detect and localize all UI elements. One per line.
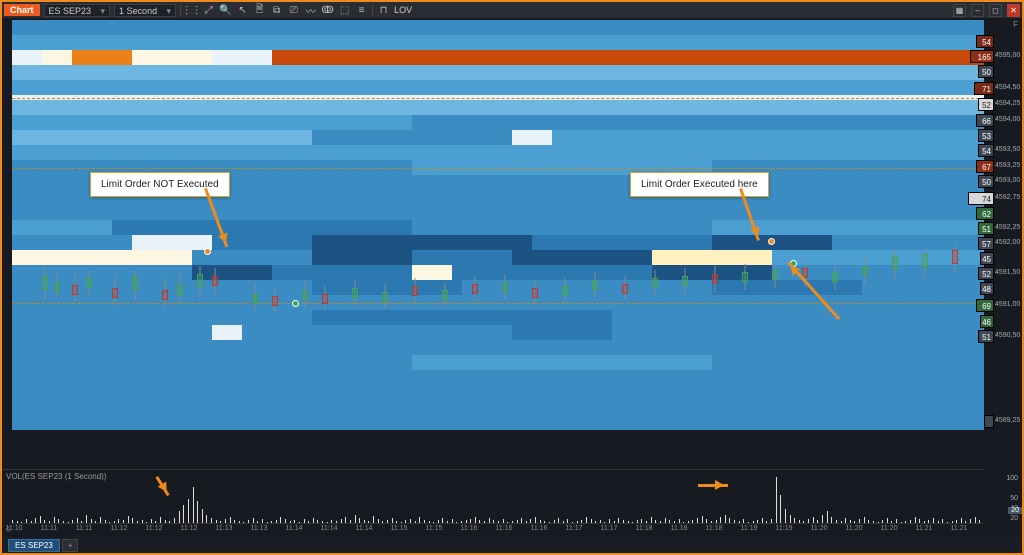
- time-tick: 11:13: [251, 525, 268, 532]
- time-tick: 11:12: [111, 525, 128, 532]
- indicator-icon[interactable]: ⬚: [338, 4, 351, 17]
- price-label: 4594,00: [994, 116, 1022, 123]
- time-tick: 11:15: [426, 525, 443, 532]
- zoom-icon[interactable]: ⤢: [202, 4, 215, 17]
- time-axis[interactable]: 11:1011:1111:1111:1211:1211:1211:1311:13…: [12, 523, 984, 535]
- instrument-select[interactable]: ES SEP23: [44, 4, 111, 17]
- grip-icon[interactable]: ⋮⋮: [185, 4, 198, 17]
- dom-cell: 50: [978, 65, 994, 78]
- dom-cell: 53: [978, 129, 994, 142]
- dom-cell: 62: [976, 207, 994, 220]
- volume-axis: 10050402020: [984, 469, 1022, 523]
- headphone-icon[interactable]: ⊓: [377, 4, 390, 17]
- search-icon[interactable]: 🔍: [219, 4, 232, 17]
- camera-icon[interactable]: ↂ: [321, 4, 334, 17]
- dom-cell: 74: [968, 192, 994, 205]
- time-tick: 11:18: [706, 525, 723, 532]
- interval-select[interactable]: 1 Second: [114, 4, 176, 17]
- settings-icon[interactable]: ⎚: [287, 4, 300, 17]
- dom-cell: 45: [980, 252, 994, 265]
- instrument-value: ES SEP23: [49, 6, 92, 16]
- axis-letter: F: [1013, 20, 1018, 29]
- time-tick: 11:18: [636, 525, 653, 532]
- time-tick: 11:20: [881, 525, 898, 532]
- toolbar: Chart ES SEP23 1 Second ⋮⋮ ⤢ 🔍 ↖ 🗎 ⧉ ⎚ 〰…: [2, 2, 1022, 18]
- cursor-icon[interactable]: ↖: [236, 4, 249, 17]
- price-label: 4593,50: [994, 146, 1022, 153]
- dom-cell: [984, 415, 994, 428]
- dom-cell: 66: [976, 114, 994, 127]
- dom-cell: 51: [978, 222, 994, 235]
- price-label: 4593,00: [994, 177, 1022, 184]
- dom-cell: 69: [976, 299, 994, 312]
- chart-tab[interactable]: ES SEP23: [8, 539, 60, 552]
- price-label: 4592,75: [994, 194, 1022, 201]
- time-tick: 11:16: [496, 525, 513, 532]
- dom-cell: 71: [974, 82, 994, 95]
- dom-cell: 46: [980, 315, 994, 328]
- time-tick: 11:14: [321, 525, 338, 532]
- dom-cell: 54: [978, 144, 994, 157]
- time-tick: 11:21: [916, 525, 933, 532]
- time-tick: 11:12: [146, 525, 163, 532]
- lov-label: LOV: [394, 5, 412, 15]
- time-tick: 11:18: [671, 525, 688, 532]
- dom-cell: 57: [978, 237, 994, 250]
- window-close-icon[interactable]: ✕: [1007, 4, 1020, 17]
- dom-cell: 165: [970, 50, 994, 63]
- list-icon[interactable]: ≡: [355, 4, 368, 17]
- price-label: 4592,00: [994, 239, 1022, 246]
- dom-cell: 54: [976, 35, 994, 48]
- bottom-tabs: ES SEP23 +: [2, 537, 1022, 553]
- callout: Limit Order Executed here: [630, 172, 769, 197]
- time-tick: 11:13: [216, 525, 233, 532]
- app-label: Chart: [4, 4, 40, 16]
- chart-area[interactable]: Limit Order NOT ExecutedLimit Order Exec…: [2, 20, 984, 488]
- time-tick: 11:19: [776, 525, 793, 532]
- window-min-icon[interactable]: –: [971, 4, 984, 17]
- wave-icon[interactable]: 〰: [304, 4, 317, 17]
- price-label: 4595,00: [994, 52, 1022, 59]
- dom-cell: 48: [980, 282, 994, 295]
- price-label: 4591,50: [994, 269, 1022, 276]
- time-tick: 11:16: [461, 525, 478, 532]
- time-tick: 11:12: [181, 525, 198, 532]
- price-label: 4592,25: [994, 224, 1022, 231]
- copy-icon[interactable]: ⧉: [270, 4, 283, 17]
- time-tick: 11:11: [76, 525, 92, 532]
- time-tick: 11:19: [741, 525, 758, 532]
- time-tick: 11:21: [951, 525, 968, 532]
- time-tick: 11:11: [41, 525, 57, 532]
- notes-icon[interactable]: 🗎: [253, 4, 266, 17]
- dom-cell: 50: [978, 175, 994, 188]
- add-tab-button[interactable]: +: [62, 539, 79, 552]
- time-tick: 11:17: [566, 525, 583, 532]
- time-tick: 11:20: [846, 525, 863, 532]
- price-label: 4591,00: [994, 301, 1022, 308]
- time-tick: 11:17: [601, 525, 618, 532]
- interval-value: 1 Second: [119, 6, 157, 16]
- price-label: 4594,25: [994, 100, 1022, 107]
- time-tick: 11:15: [391, 525, 408, 532]
- window-link-icon[interactable]: ▦: [953, 4, 966, 17]
- dom-cell: 67: [976, 160, 994, 173]
- time-tick: 11:14: [286, 525, 303, 532]
- dom-cell: 52: [978, 267, 994, 280]
- price-label: 4589,25: [994, 417, 1022, 424]
- dom-cell: 52: [978, 98, 994, 111]
- dom-cell: 51: [978, 330, 994, 343]
- price-label: 4590,50: [994, 332, 1022, 339]
- price-label: 4594,50: [994, 84, 1022, 91]
- time-tick: 11:20: [811, 525, 828, 532]
- window-max-icon[interactable]: ◻: [989, 4, 1002, 17]
- price-axis[interactable]: F 541654595,0050714594,50524594,25664594…: [984, 20, 1022, 488]
- price-label: 4593,25: [994, 162, 1022, 169]
- heatmap: [2, 20, 984, 488]
- volume-panel[interactable]: VOL(ES SEP23 (1 Second)): [2, 469, 984, 523]
- divider: [372, 4, 373, 16]
- time-tick: 11:16: [531, 525, 548, 532]
- time-tick: 11:10: [6, 525, 23, 532]
- time-tick: 11:14: [356, 525, 373, 532]
